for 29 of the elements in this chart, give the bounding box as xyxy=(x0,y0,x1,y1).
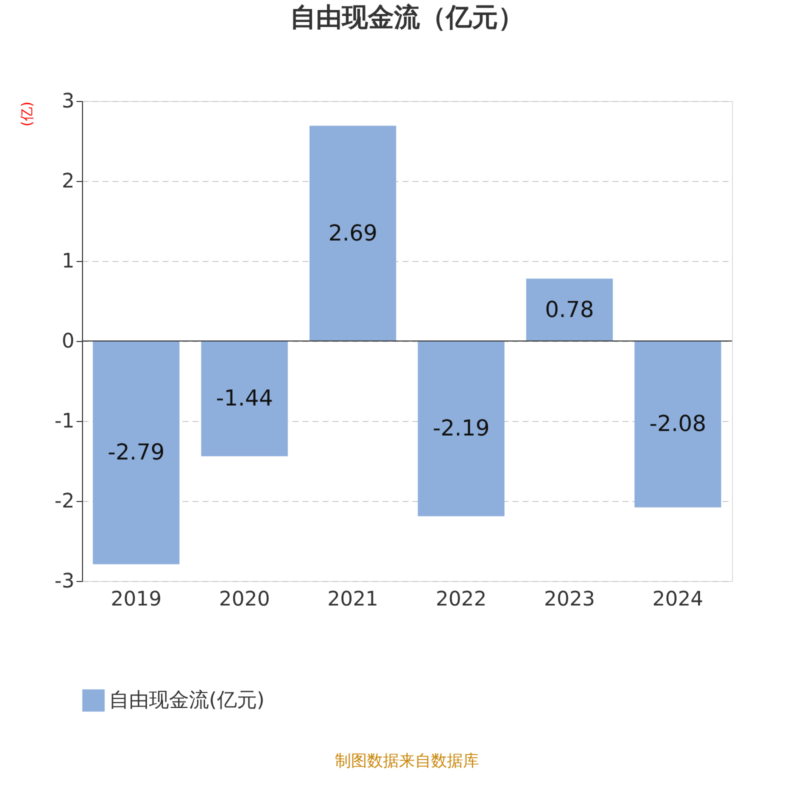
y-tick-label: 1 xyxy=(62,248,74,272)
data-label: -1.44 xyxy=(216,386,273,412)
data-label: 0.78 xyxy=(545,298,594,323)
legend-label: 自由现金流(亿元) xyxy=(109,688,265,712)
data-label: -2.79 xyxy=(108,440,165,466)
bar xyxy=(526,278,613,341)
chart-title: 自由现金流（亿元） xyxy=(290,3,524,33)
y-tick-label: -3 xyxy=(54,568,74,592)
bar xyxy=(418,341,504,516)
text: 制图数据来自数据库 xyxy=(335,751,479,770)
y-tick-label: 0 xyxy=(62,328,74,352)
bar xyxy=(310,126,396,341)
x-tick-label: 2019 xyxy=(110,586,162,610)
y-tick-label: 3 xyxy=(62,88,74,112)
x-tick-label: 2021 xyxy=(327,586,378,610)
bar xyxy=(201,341,288,456)
x-tick-label: 2022 xyxy=(436,586,487,610)
y-axis-title: (亿) xyxy=(20,102,36,126)
bar xyxy=(92,341,180,564)
x-tick-label: 2020 xyxy=(219,586,270,610)
data-label: -2.19 xyxy=(432,416,490,442)
data-label: -2.08 xyxy=(649,412,706,438)
x-tick-label: 2023 xyxy=(544,586,595,610)
y-tick-label: -1 xyxy=(54,408,74,432)
y-tick-label: 2 xyxy=(62,168,74,192)
x-tick-label: 2024 xyxy=(652,586,704,610)
bar xyxy=(634,341,722,508)
y-tick-label: -2 xyxy=(54,488,74,512)
data-label: 2.69 xyxy=(328,221,378,246)
